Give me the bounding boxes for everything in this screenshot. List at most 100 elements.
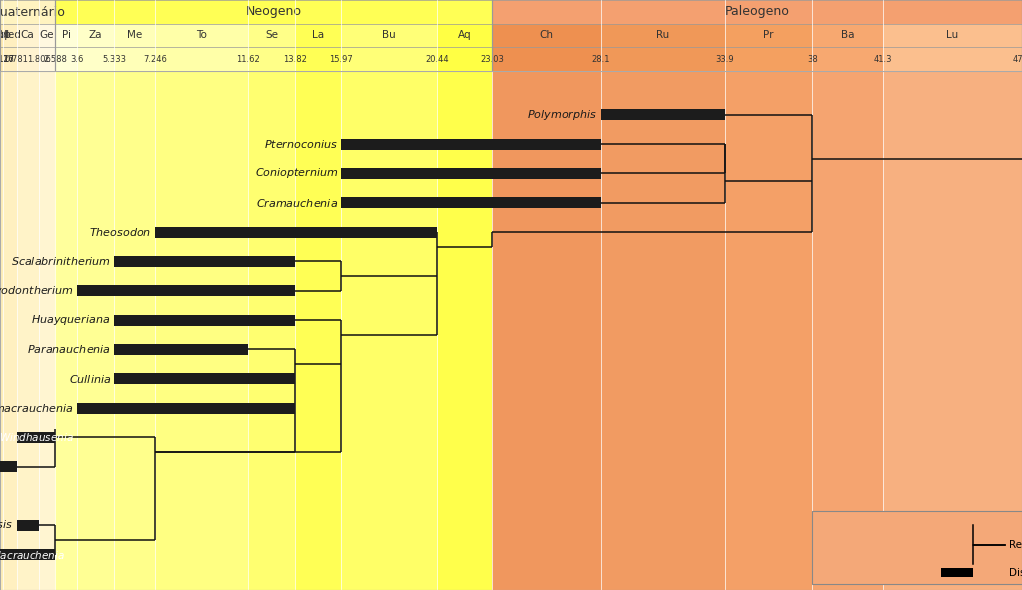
Bar — [55, 0, 493, 24]
Bar — [114, 24, 155, 47]
Text: $\mathit{Cullinia}$: $\mathit{Cullinia}$ — [68, 373, 110, 385]
Bar — [3, 47, 16, 71]
Text: $\mathit{Coniopternium}$: $\mathit{Coniopternium}$ — [254, 166, 338, 181]
Bar — [493, 71, 1022, 590]
Text: $\mathit{Macraucheniopsis}$: $\mathit{Macraucheniopsis}$ — [0, 519, 13, 532]
Text: 13.82: 13.82 — [283, 54, 308, 64]
Text: To: To — [196, 31, 207, 40]
Bar — [39, 71, 55, 590]
Bar — [114, 314, 295, 326]
Bar — [16, 520, 39, 531]
Bar — [295, 24, 341, 47]
Text: $\mathit{Paranauchenia}$: $\mathit{Paranauchenia}$ — [27, 343, 110, 355]
Bar — [155, 24, 248, 47]
Text: 28.1: 28.1 — [592, 54, 610, 64]
Text: 33.9: 33.9 — [715, 54, 734, 64]
Bar — [725, 71, 812, 590]
Text: La: La — [313, 31, 325, 40]
Text: 41.3: 41.3 — [874, 54, 892, 64]
Text: $\mathit{Theosodon}$: $\mathit{Theosodon}$ — [90, 226, 151, 238]
Text: $\mathit{Macrauchenia}$: $\mathit{Macrauchenia}$ — [0, 549, 64, 561]
Bar — [295, 47, 341, 71]
Bar — [883, 47, 1022, 71]
Bar — [883, 24, 1022, 47]
Bar — [77, 285, 295, 296]
Bar — [437, 71, 493, 590]
Text: 7.246: 7.246 — [143, 54, 167, 64]
Bar — [77, 402, 295, 414]
Text: $\mathit{Cramauchenia}$: $\mathit{Cramauchenia}$ — [257, 197, 338, 209]
Bar — [114, 256, 295, 267]
Text: Pr: Pr — [763, 31, 774, 40]
Bar — [0, 71, 55, 590]
Bar — [16, 432, 55, 443]
Bar — [341, 24, 437, 47]
Bar — [0, 71, 3, 590]
Bar — [0, 461, 16, 473]
Bar — [725, 24, 812, 47]
Text: Lu: Lu — [946, 31, 959, 40]
Text: 20.44: 20.44 — [425, 54, 449, 64]
Bar — [77, 71, 114, 590]
Bar — [16, 47, 39, 71]
Bar — [725, 47, 812, 71]
Bar — [55, 71, 493, 590]
Text: Relação filogenética: Relação filogenética — [1009, 539, 1022, 550]
Bar — [941, 568, 973, 577]
Text: 47.8: 47.8 — [1013, 54, 1022, 64]
Text: 0.0117: 0.0117 — [0, 54, 14, 64]
Bar — [55, 47, 77, 71]
Bar — [16, 24, 39, 47]
Bar — [601, 71, 725, 590]
Text: Paleogeno: Paleogeno — [725, 5, 790, 18]
Text: Distribuição cronológica: Distribuição cronológica — [1009, 567, 1022, 578]
Text: 11.62: 11.62 — [236, 54, 261, 64]
Bar — [812, 24, 883, 47]
Text: Aq: Aq — [458, 31, 471, 40]
Text: Ch: Ch — [540, 31, 554, 40]
Bar — [341, 197, 601, 208]
Text: Quaternário: Quaternário — [0, 5, 65, 18]
Text: 15.97: 15.97 — [329, 54, 354, 64]
Bar — [77, 47, 114, 71]
Bar — [55, 71, 77, 590]
Text: Ru: Ru — [656, 31, 669, 40]
Text: Med: Med — [0, 31, 20, 40]
Bar — [248, 24, 295, 47]
Bar — [493, 47, 601, 71]
Bar — [812, 71, 883, 590]
Bar — [341, 168, 601, 179]
Text: 2.588: 2.588 — [43, 54, 67, 64]
Text: Neogeno: Neogeno — [246, 5, 301, 18]
Text: $\mathit{Windhausenia}$: $\mathit{Windhausenia}$ — [0, 431, 74, 444]
Bar — [77, 24, 114, 47]
Bar — [601, 24, 725, 47]
Text: $\mathit{Scalabrinitherium}$: $\mathit{Scalabrinitherium}$ — [11, 255, 110, 267]
Text: 38: 38 — [807, 54, 818, 64]
Bar — [3, 71, 16, 590]
Text: 5.333: 5.333 — [102, 54, 126, 64]
Bar — [248, 47, 295, 71]
Bar — [55, 24, 77, 47]
Text: $\mathit{Pternoconius}$: $\mathit{Pternoconius}$ — [265, 138, 338, 150]
Text: Ba: Ba — [841, 31, 854, 40]
Bar — [295, 71, 341, 590]
Text: Sup: Sup — [0, 31, 11, 40]
Bar — [601, 47, 725, 71]
FancyBboxPatch shape — [812, 511, 1022, 584]
Text: 23.03: 23.03 — [480, 54, 504, 64]
Bar — [39, 47, 55, 71]
Bar — [493, 0, 1022, 24]
Text: Ca: Ca — [20, 31, 35, 40]
Bar — [248, 71, 295, 590]
Bar — [341, 47, 437, 71]
Bar — [601, 109, 725, 120]
Text: 3.6: 3.6 — [71, 54, 84, 64]
Text: Ge: Ge — [40, 31, 54, 40]
Text: Bu: Bu — [382, 31, 397, 40]
Bar — [155, 71, 248, 590]
Text: $\mathit{Oxyodontherium}$: $\mathit{Oxyodontherium}$ — [0, 284, 74, 298]
Bar — [0, 549, 55, 560]
Bar — [812, 47, 883, 71]
Bar — [493, 71, 601, 590]
